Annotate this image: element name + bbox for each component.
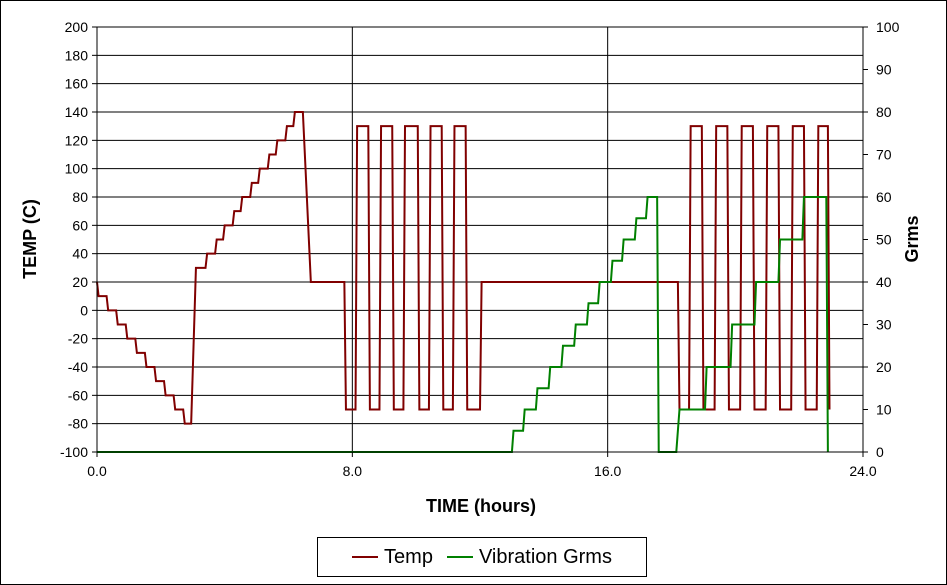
y2-tick-label: 70: [876, 147, 892, 163]
y2-tick-label: 90: [876, 62, 892, 78]
series-layer: [96, 111, 831, 453]
y-tick-label: 80: [72, 189, 88, 205]
legend-swatch-vibration: [446, 556, 473, 558]
y-tick-label: -60: [68, 387, 88, 403]
plot-area-border: [96, 26, 864, 453]
legend-swatch-temp: [352, 556, 379, 558]
y-tick-label: -40: [68, 359, 88, 375]
y2-tick-label: 0: [876, 444, 884, 460]
y-tick-label: 140: [65, 104, 89, 120]
y-tick-label: 160: [65, 76, 89, 92]
series-line-temp: [96, 111, 831, 425]
y-tick-label: 100: [65, 161, 89, 177]
legend-label-vibration: Vibration Grms: [478, 545, 612, 568]
y2-tick-label: 40: [876, 274, 892, 290]
tick-labels: 200180160140120100806040200-20-40-60-80-…: [60, 19, 900, 479]
y2-axis-title: Grms: [902, 215, 922, 262]
x-tick-label: 0.0: [87, 463, 107, 479]
x-tick-label: 16.0: [594, 463, 621, 479]
legend-label-temp: Temp: [384, 545, 433, 568]
axes: [92, 26, 868, 457]
legend: Temp Vibration Grms: [317, 537, 647, 577]
x-tick-label: 24.0: [849, 463, 876, 479]
y2-tick-label: 30: [876, 317, 892, 333]
y-tick-label: -100: [60, 444, 88, 460]
legend-item-vibration: Vibration Grms: [446, 545, 612, 569]
y-axis-title: TEMP (C): [20, 199, 40, 279]
y2-tick-label: 50: [876, 232, 892, 248]
y-tick-label: -20: [68, 331, 88, 347]
y-tick-label: 180: [65, 47, 89, 63]
y-tick-label: 200: [65, 19, 89, 35]
y-tick-label: 40: [72, 246, 88, 262]
y2-tick-label: 10: [876, 402, 892, 418]
y2-tick-label: 80: [876, 104, 892, 120]
x-axis-title: TIME (hours): [426, 496, 536, 516]
x-tick-label: 8.0: [343, 463, 363, 479]
y-tick-label: 120: [65, 132, 89, 148]
y2-tick-label: 60: [876, 189, 892, 205]
y-tick-label: 0: [80, 302, 88, 318]
y-tick-label: 20: [72, 274, 88, 290]
y-tick-label: 60: [72, 217, 88, 233]
series-line-vibration: [97, 196, 829, 453]
legend-item-temp: Temp: [352, 546, 433, 569]
y2-tick-label: 20: [876, 359, 892, 375]
y-tick-label: -80: [68, 416, 88, 432]
y2-tick-label: 100: [876, 19, 900, 35]
